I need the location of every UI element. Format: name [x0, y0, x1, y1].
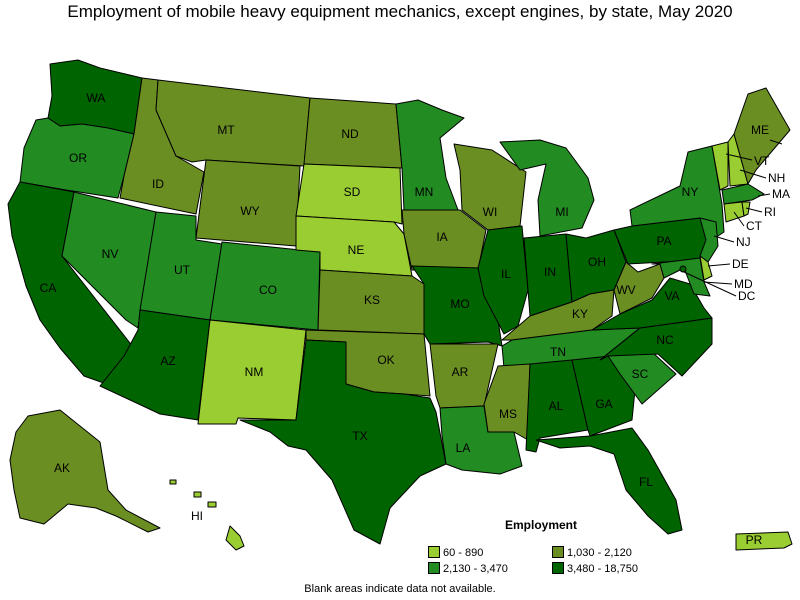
- state-label-WV: WV: [616, 283, 635, 297]
- state-OR[interactable]: [19, 117, 135, 199]
- state-label-FL: FL: [639, 475, 653, 489]
- state-VT[interactable]: [711, 141, 729, 191]
- state-label-NH: NH: [768, 171, 785, 185]
- state-label-CO: CO: [259, 283, 277, 297]
- state-label-MD: MD: [734, 277, 753, 291]
- state-MD[interactable]: [651, 257, 711, 297]
- state-label-MN: MN: [415, 185, 434, 199]
- state-label-CA: CA: [40, 281, 57, 295]
- state-SD[interactable]: [295, 163, 403, 225]
- legend-swatch: [552, 546, 564, 558]
- state-label-NY: NY: [682, 185, 699, 199]
- legend-item: 1,030 - 2,120: [552, 546, 632, 559]
- state-label-VA: VA: [664, 289, 679, 303]
- state-label-VT: VT: [754, 154, 770, 168]
- state-label-OK: OK: [377, 353, 394, 367]
- legend-item: 3,480 - 18,750: [552, 562, 638, 575]
- state-label-DC: DC: [738, 289, 756, 303]
- state-label-AL: AL: [549, 399, 564, 413]
- state-label-PR: PR: [746, 533, 763, 547]
- state-WY[interactable]: [195, 159, 301, 247]
- state-label-SD: SD: [344, 185, 361, 199]
- state-PR[interactable]: [735, 531, 793, 551]
- state-label-CT: CT: [746, 219, 763, 233]
- state-label-TN: TN: [550, 345, 566, 359]
- state-label-NM: NM: [245, 365, 264, 379]
- state-RI[interactable]: [741, 201, 751, 217]
- state-label-ID: ID: [152, 177, 164, 191]
- state-label-DE: DE: [732, 257, 749, 271]
- state-label-MT: MT: [217, 123, 235, 137]
- legend-swatch: [428, 562, 440, 574]
- legend-item: 60 - 890: [428, 546, 483, 559]
- state-DC[interactable]: [679, 265, 687, 273]
- map-title: Employment of mobile heavy equipment mec…: [67, 2, 733, 21]
- hi-island-shape: [193, 491, 202, 498]
- legend-swatch: [552, 562, 564, 574]
- state-label-AZ: AZ: [160, 354, 175, 368]
- state-HI[interactable]: [225, 525, 245, 551]
- state-IL[interactable]: [477, 225, 529, 335]
- state-label-OH: OH: [588, 255, 606, 269]
- state-label-ND: ND: [341, 127, 359, 141]
- legend-title: Employment: [505, 518, 578, 532]
- state-label-RI: RI: [764, 205, 776, 219]
- state-TX[interactable]: [239, 339, 447, 545]
- hawaii-small-islands: [169, 479, 217, 508]
- state-MN[interactable]: [395, 99, 465, 211]
- state-label-NE: NE: [348, 243, 365, 257]
- state-label-OR: OR: [69, 151, 87, 165]
- hi-island-shape: [169, 479, 177, 485]
- hi-island-shape: [207, 501, 217, 508]
- state-label-KS: KS: [364, 293, 380, 307]
- state-label-AK: AK: [54, 461, 70, 475]
- state-label-KY: KY: [572, 307, 588, 321]
- small-state-leader-lines: [683, 139, 783, 297]
- state-label-HI: HI: [191, 509, 203, 523]
- state-label-NV: NV: [102, 247, 119, 261]
- state-label-NJ: NJ: [736, 235, 751, 249]
- state-label-NC: NC: [656, 333, 674, 347]
- state-label-AR: AR: [452, 365, 469, 379]
- state-label-IN: IN: [544, 265, 556, 279]
- state-label-MO: MO: [450, 297, 469, 311]
- state-label-PA: PA: [656, 234, 671, 248]
- state-label-WY: WY: [240, 204, 259, 218]
- legend-swatch: [428, 546, 440, 558]
- state-label-IL: IL: [501, 267, 511, 281]
- legend-item: 2,130 - 3,470: [428, 562, 508, 575]
- state-MA[interactable]: [721, 183, 765, 205]
- state-label-WA: WA: [87, 91, 106, 105]
- state-label-TX: TX: [352, 429, 367, 443]
- state-label-SC: SC: [632, 367, 649, 381]
- footnote: Blank areas indicate data not available.: [304, 583, 496, 595]
- state-label-WI: WI: [483, 205, 498, 219]
- state-NV[interactable]: [61, 191, 157, 329]
- state-label-MA: MA: [772, 187, 790, 201]
- state-label-MS: MS: [499, 407, 517, 421]
- state-AK[interactable]: [9, 409, 161, 533]
- state-label-IA: IA: [436, 230, 447, 244]
- state-label-LA: LA: [456, 441, 471, 455]
- state-label-ME: ME: [751, 123, 769, 137]
- state-label-GA: GA: [595, 397, 612, 411]
- state-label-UT: UT: [174, 263, 191, 277]
- state-label-MI: MI: [555, 205, 568, 219]
- state-MI[interactable]: [499, 139, 595, 237]
- state-FL[interactable]: [535, 427, 683, 535]
